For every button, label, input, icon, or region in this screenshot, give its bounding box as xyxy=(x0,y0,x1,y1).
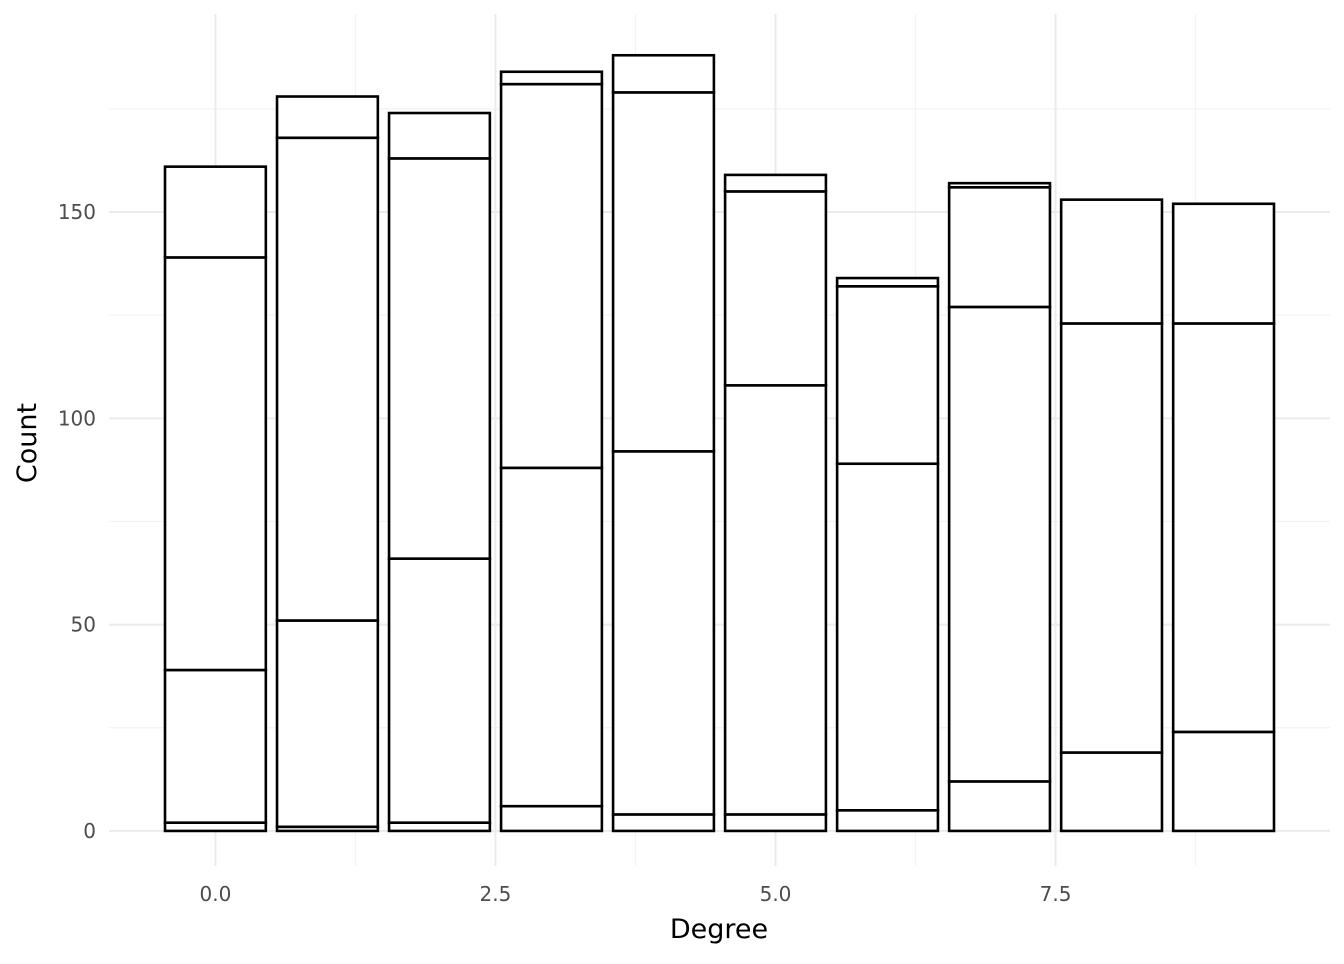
bar-stack xyxy=(275,95,380,833)
bar-stack xyxy=(947,181,1052,833)
bar-segment xyxy=(723,190,828,387)
x-tick-label: 0.0 xyxy=(200,882,232,906)
bar-segment xyxy=(723,173,828,193)
bar-segment xyxy=(163,165,268,259)
x-tick-label: 7.5 xyxy=(1040,882,1072,906)
bar-stack xyxy=(835,276,940,833)
bar-segment xyxy=(835,462,940,812)
x-axis-title: Degree xyxy=(670,914,768,945)
bar-segment xyxy=(723,384,828,816)
bar-segment xyxy=(275,95,380,140)
bar-segment xyxy=(163,256,268,672)
x-tick-label: 5.0 xyxy=(760,882,792,906)
x-axis-ticks: 0.0 2.5 5.0 7.5 xyxy=(200,882,1072,906)
bar-segment xyxy=(275,619,380,829)
bar-segment xyxy=(275,136,380,622)
bar-stack xyxy=(1171,202,1276,833)
bar-segment xyxy=(611,813,716,833)
bar-segment xyxy=(835,276,940,288)
bar-segment xyxy=(611,450,716,816)
bars xyxy=(163,53,1276,833)
bar-stack xyxy=(499,70,604,833)
bar-segment xyxy=(387,111,492,160)
bar-segment xyxy=(723,813,828,833)
bar-stack xyxy=(1059,198,1164,833)
y-tick-label: 0 xyxy=(83,819,96,843)
y-tick-label: 150 xyxy=(58,200,96,224)
bar-segment xyxy=(499,70,604,86)
bar-segment xyxy=(1059,198,1164,325)
y-axis-ticks: 0 50 100 150 xyxy=(58,200,96,843)
bar-segment xyxy=(499,804,604,833)
bar-segment xyxy=(163,668,268,824)
x-tick-label: 2.5 xyxy=(480,882,512,906)
bar-segment xyxy=(947,780,1052,833)
bar-segment xyxy=(1171,730,1276,833)
y-axis-title: Count xyxy=(12,403,43,483)
bar-stack xyxy=(387,111,492,833)
bar-stack xyxy=(163,165,268,833)
bar-segment xyxy=(1059,322,1164,754)
y-tick-label: 50 xyxy=(71,613,96,637)
bar-segment xyxy=(835,285,940,466)
bar-segment xyxy=(611,53,716,94)
y-tick-label: 100 xyxy=(58,406,96,430)
bar-segment xyxy=(1059,751,1164,833)
bar-segment xyxy=(947,181,1052,189)
bar-segment xyxy=(947,305,1052,783)
bar-segment xyxy=(387,157,492,560)
bar-segment xyxy=(1171,322,1276,734)
bar-stack xyxy=(723,173,828,833)
bar-segment xyxy=(1171,202,1276,325)
bar-segment xyxy=(499,82,604,470)
bar-segment xyxy=(499,466,604,808)
bar-segment xyxy=(835,809,940,833)
bar-segment xyxy=(947,185,1052,309)
bar-segment xyxy=(387,557,492,824)
bar-segment xyxy=(611,91,716,453)
bar-stack xyxy=(611,53,716,833)
